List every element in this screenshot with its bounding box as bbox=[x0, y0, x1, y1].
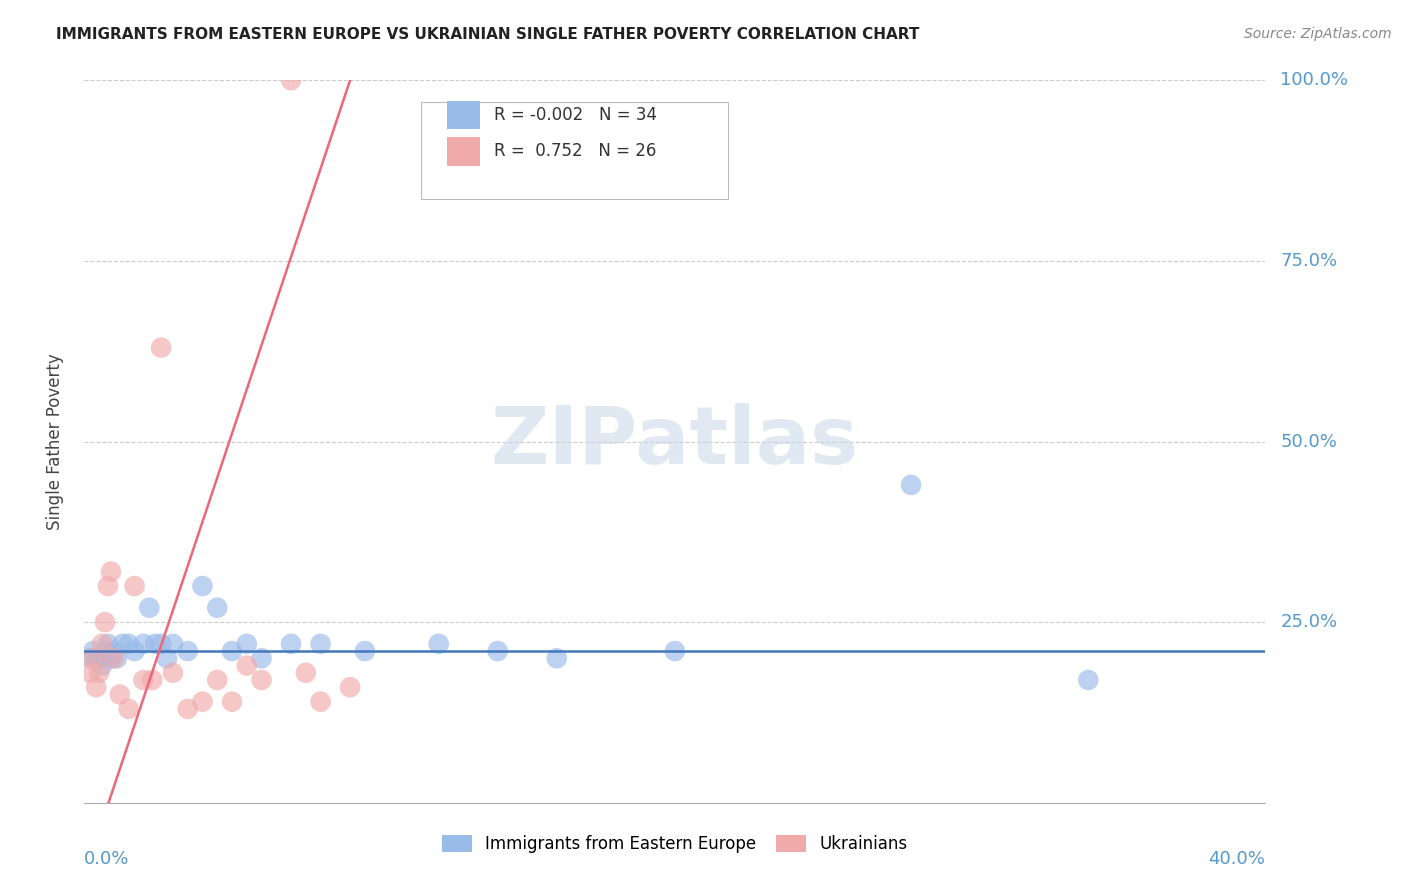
Point bbox=[486, 644, 509, 658]
Point bbox=[118, 702, 141, 716]
Point bbox=[427, 637, 450, 651]
Text: IMMIGRANTS FROM EASTERN EUROPE VS UKRAINIAN SINGLE FATHER POVERTY CORRELATION CH: IMMIGRANTS FROM EASTERN EUROPE VS UKRAIN… bbox=[56, 27, 920, 42]
Point bbox=[280, 637, 302, 651]
Point bbox=[900, 478, 922, 492]
Legend: Immigrants from Eastern Europe, Ukrainians: Immigrants from Eastern Europe, Ukrainia… bbox=[436, 828, 914, 860]
Point bbox=[82, 651, 104, 665]
Point bbox=[79, 665, 101, 680]
Point bbox=[79, 651, 101, 665]
FancyBboxPatch shape bbox=[420, 102, 728, 200]
Point bbox=[97, 637, 120, 651]
Point bbox=[191, 695, 214, 709]
Point bbox=[87, 665, 111, 680]
Point bbox=[664, 644, 686, 658]
Point bbox=[138, 600, 160, 615]
FancyBboxPatch shape bbox=[447, 101, 479, 129]
Point bbox=[94, 615, 117, 630]
Point bbox=[236, 658, 259, 673]
Text: ZIPatlas: ZIPatlas bbox=[491, 402, 859, 481]
Point bbox=[100, 565, 122, 579]
Point bbox=[103, 644, 125, 658]
Text: R =  0.752   N = 26: R = 0.752 N = 26 bbox=[494, 142, 657, 160]
Point bbox=[295, 665, 318, 680]
Text: 0.0%: 0.0% bbox=[84, 850, 129, 868]
Point bbox=[250, 651, 273, 665]
Point bbox=[124, 579, 146, 593]
Point bbox=[132, 673, 155, 687]
Point bbox=[87, 651, 111, 665]
Point bbox=[91, 658, 114, 673]
Point bbox=[105, 651, 128, 665]
Point bbox=[84, 651, 107, 665]
Point bbox=[111, 637, 134, 651]
Point bbox=[84, 680, 107, 694]
Text: Source: ZipAtlas.com: Source: ZipAtlas.com bbox=[1244, 27, 1392, 41]
FancyBboxPatch shape bbox=[447, 136, 479, 166]
Point bbox=[162, 665, 184, 680]
Text: 40.0%: 40.0% bbox=[1209, 850, 1265, 868]
Point bbox=[221, 644, 243, 658]
Text: 50.0%: 50.0% bbox=[1281, 433, 1337, 450]
Point bbox=[1077, 673, 1099, 687]
Point bbox=[141, 673, 163, 687]
Point bbox=[150, 637, 173, 651]
Point bbox=[108, 687, 131, 701]
Point bbox=[100, 651, 122, 665]
Point bbox=[124, 644, 146, 658]
Point bbox=[546, 651, 568, 665]
Point bbox=[207, 673, 229, 687]
Text: 25.0%: 25.0% bbox=[1281, 613, 1337, 632]
Point bbox=[221, 695, 243, 709]
Point bbox=[118, 637, 141, 651]
Point bbox=[150, 341, 173, 355]
Text: 75.0%: 75.0% bbox=[1281, 252, 1337, 270]
Point bbox=[309, 695, 332, 709]
Point bbox=[250, 673, 273, 687]
Point bbox=[143, 637, 166, 651]
Point bbox=[97, 579, 120, 593]
Point bbox=[354, 644, 377, 658]
Point bbox=[236, 637, 259, 651]
Point bbox=[191, 579, 214, 593]
Point bbox=[94, 644, 117, 658]
Point bbox=[309, 637, 332, 651]
Text: R = -0.002   N = 34: R = -0.002 N = 34 bbox=[494, 106, 657, 124]
Y-axis label: Single Father Poverty: Single Father Poverty bbox=[45, 353, 63, 530]
Point bbox=[339, 680, 361, 694]
Point bbox=[132, 637, 155, 651]
Point bbox=[280, 73, 302, 87]
Point bbox=[177, 644, 200, 658]
Point bbox=[103, 651, 125, 665]
Point bbox=[156, 651, 179, 665]
Point bbox=[207, 600, 229, 615]
Point bbox=[82, 644, 104, 658]
Text: 100.0%: 100.0% bbox=[1281, 71, 1348, 89]
Point bbox=[91, 637, 114, 651]
Point bbox=[177, 702, 200, 716]
Point bbox=[162, 637, 184, 651]
